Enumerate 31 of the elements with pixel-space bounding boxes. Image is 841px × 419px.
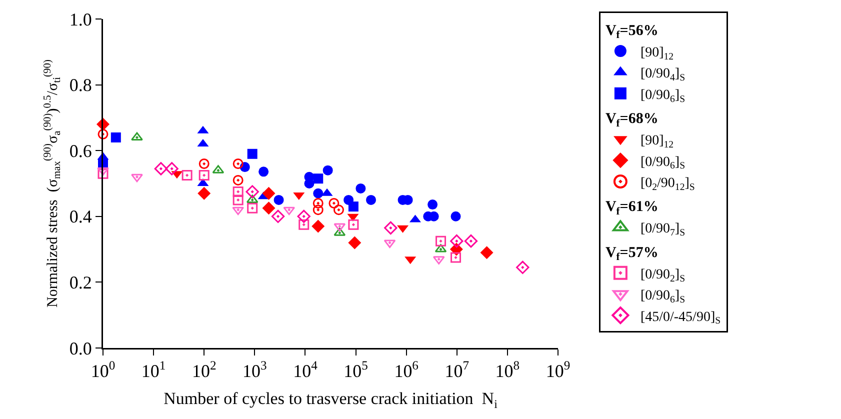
- y-tick-label: 0.0: [69, 338, 92, 358]
- y-tick-label: 1.0: [69, 9, 92, 30]
- x-tick-label: 10$^{7}$: [444, 358, 470, 382]
- text: V$_{f}$=57%: [605, 244, 658, 264]
- x-tick-label: 10$^{1}$: [141, 358, 166, 382]
- legend-label: [45/0/-45/90]$_{S}$: [640, 310, 721, 327]
- legend-label: [90]$_{12}$: [640, 45, 674, 62]
- x-tick-label: 10$^{8}$: [495, 358, 520, 382]
- y-tick-label: 0.4: [69, 206, 92, 227]
- text: V$_{f}$=56%: [605, 23, 658, 42]
- legend-label: [90]$_{12}$: [640, 134, 674, 150]
- text: V$_{f}$=61%: [605, 199, 658, 218]
- legend-label: [0/90$_{6}$]$_{S}$: [640, 88, 686, 105]
- text: V$_{f}$=68%: [605, 111, 658, 130]
- x-tick-label: 10$^{4}$: [293, 358, 318, 382]
- legend-label: [0/90$_{2}$]$_{S}$: [640, 267, 686, 284]
- y-tick-label: 0.2: [69, 272, 92, 292]
- legend-label: [0/90$_{6}$]$_{S}$: [640, 288, 686, 306]
- y-tick-label: 0.6: [69, 140, 92, 161]
- x-tick-label: 10$^{0}$: [90, 358, 116, 382]
- x-tick-label: 10$^{5}$: [344, 358, 368, 382]
- legend-label: [0/90$_{7}$]$_{S}$: [640, 222, 686, 239]
- x-axis-title: Number of cycles to trasverse crack initiation N$_{i}$: [164, 389, 498, 411]
- x-tick-label: 10$^{6}$: [394, 358, 418, 382]
- y-tick-label: 0.8: [69, 75, 92, 96]
- x-tick-label: 10$^{3}$: [242, 358, 267, 382]
- x-tick-label: 10$^{2}$: [192, 358, 216, 382]
- x-tick-label: 10$^{9}$: [546, 358, 570, 382]
- legend-label: [0$_{2}$/90$_{12}$]$_{S}$: [640, 176, 695, 193]
- legend-label: [0/90$_{4}$]$_{S}$: [640, 66, 686, 84]
- legend-label: [0/90$_{6}$]$_{S}$: [640, 154, 686, 172]
